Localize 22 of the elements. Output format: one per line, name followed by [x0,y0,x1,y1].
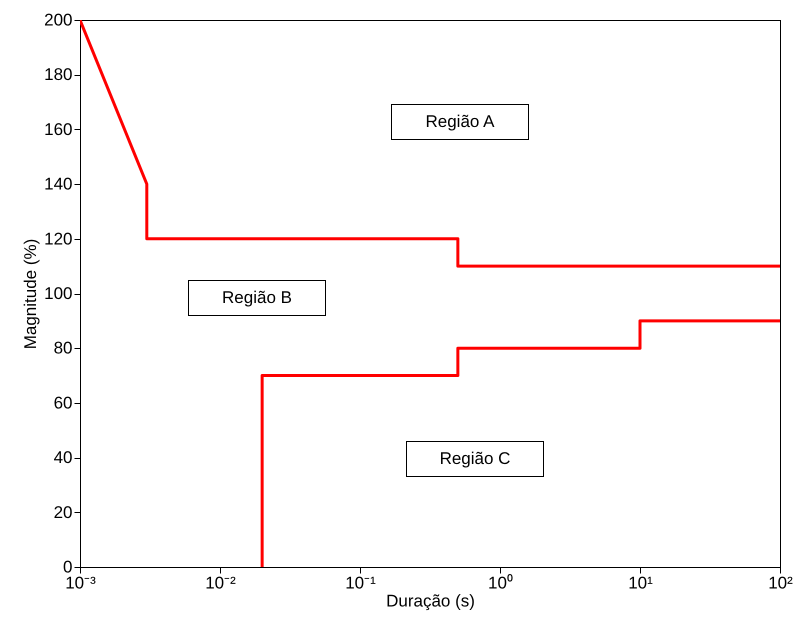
y-tick-label: 200 [44,10,72,30]
x-tick-label: 10⁻¹ [345,574,376,592]
y-tick-label: 180 [44,65,72,84]
x-tick-label: 10² [768,574,794,592]
y-tick-label: 40 [54,448,72,468]
x-tick-label: 10¹ [628,574,654,592]
y-tick-label: 0 [63,558,72,576]
x-tick-label: 10⁻³ [65,574,96,592]
x-tick-label: 10⁻² [205,574,236,592]
y-tick-label: 20 [54,502,72,522]
y-axis-title: Magnitude (%) [21,238,40,350]
annotation: Região A [391,104,529,140]
x-axis-title: Duração (s) [386,592,475,610]
annotation: Região B [188,280,326,316]
y-tick-label: 80 [54,338,72,358]
x-tick-label: 10⁰ [488,574,513,592]
y-tick-label: 100 [44,284,72,303]
y-tick-label: 140 [44,174,72,194]
y-tick-label: 120 [44,229,72,248]
y-tick-label: 60 [54,393,72,412]
annotation: Região C [406,441,544,477]
y-tick-label: 160 [44,120,72,139]
